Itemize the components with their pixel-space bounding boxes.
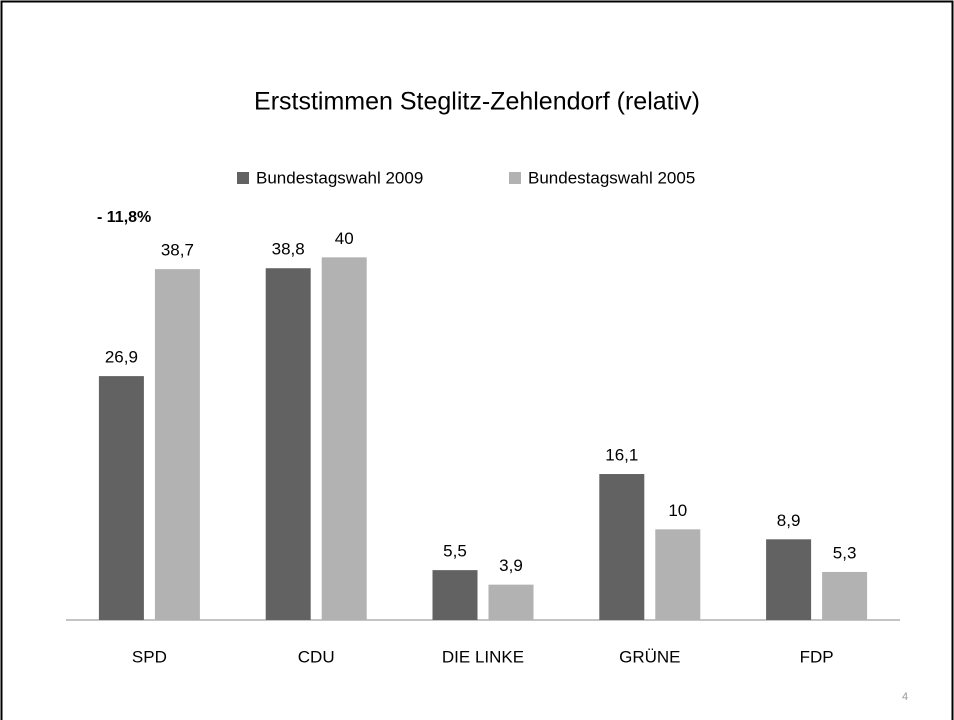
data-label: 5,3 (833, 543, 857, 562)
legend-swatch (509, 172, 521, 184)
bar (822, 571, 868, 620)
bar (599, 474, 645, 620)
chart-title: Erststimmen Steglitz-Zehlendorf (relativ… (254, 88, 700, 116)
data-label: 38,8 (272, 240, 305, 259)
x-tick-label: SPD (132, 647, 167, 666)
legend-label: Bundestagswahl 2009 (256, 168, 423, 187)
x-tick-label: CDU (298, 647, 335, 666)
legend-label: Bundestagswahl 2005 (528, 168, 695, 187)
bar (655, 529, 701, 620)
data-label: 3,9 (499, 556, 523, 575)
data-label: 8,9 (777, 511, 801, 530)
x-tick-label: FDP (800, 647, 834, 666)
bar (488, 584, 534, 620)
bar (154, 269, 200, 620)
data-label: 16,1 (605, 446, 638, 465)
data-label: 38,7 (161, 241, 194, 260)
x-tick-label: GRÜNE (619, 647, 680, 666)
bar (432, 570, 478, 620)
annotation: - 11,8% (97, 209, 151, 226)
page-number: 4 (902, 691, 908, 703)
data-label: 26,9 (105, 348, 138, 367)
legend-swatch (237, 172, 249, 184)
bar (321, 257, 367, 620)
data-label: 40 (335, 229, 354, 248)
data-label: 5,5 (443, 542, 467, 561)
bar (98, 376, 144, 620)
bar (265, 268, 311, 620)
x-tick-label: DIE LINKE (442, 647, 524, 666)
data-label: 10 (668, 501, 687, 520)
bar (766, 539, 812, 620)
